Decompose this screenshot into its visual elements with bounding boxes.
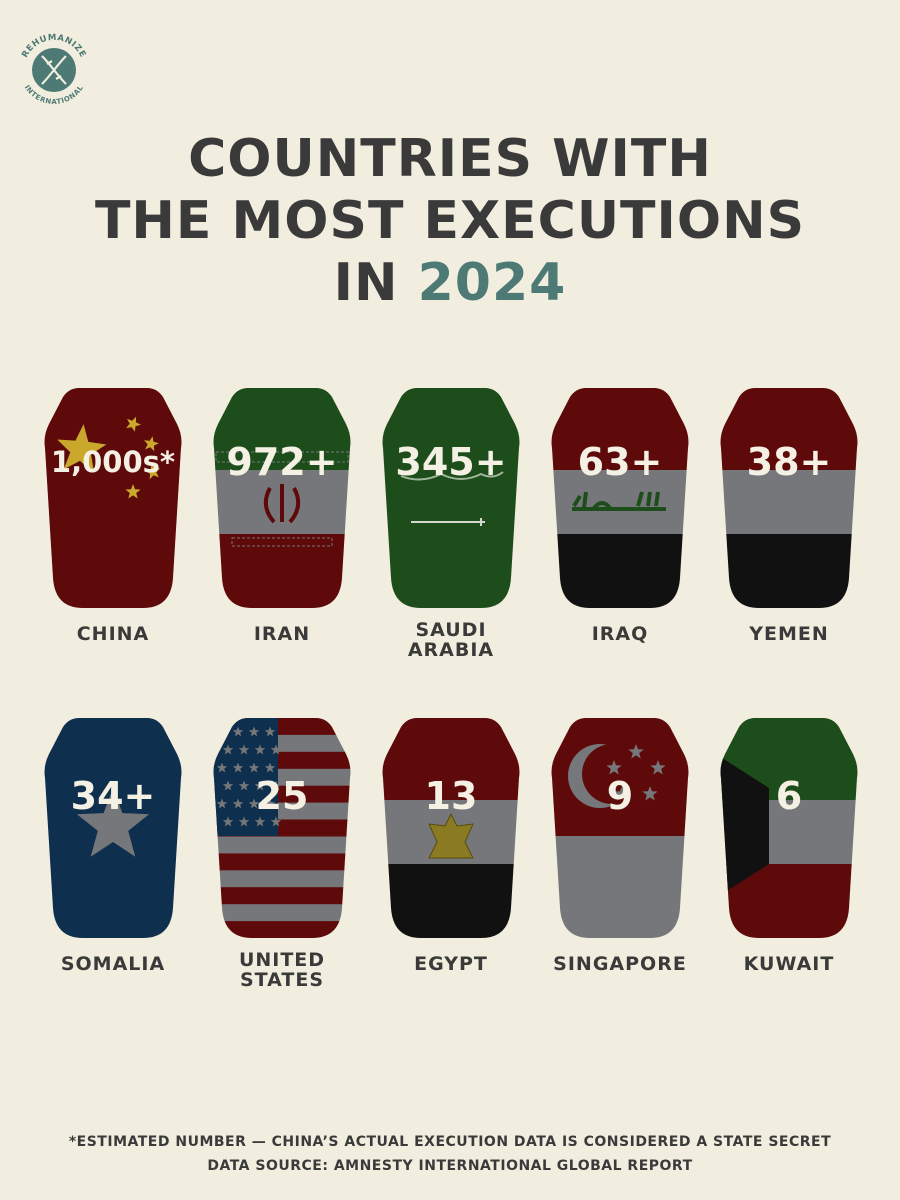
country-card: 972+	[212, 388, 352, 608]
country-label-line: EGYPT	[414, 953, 488, 975]
execution-count: 13	[424, 774, 478, 818]
country-label: UNITED STATES	[192, 950, 372, 990]
execution-count: 972+	[226, 440, 338, 484]
country-card: 13	[381, 718, 521, 938]
country-card: 63+	[550, 388, 690, 608]
execution-count: 34+	[70, 774, 156, 818]
singapore-flag-icon	[551, 718, 689, 938]
country-label-line: YEMEN	[749, 623, 829, 645]
footnote-source: DATA SOURCE: AMNESTY INTERNATIONAL GLOBA…	[207, 1158, 693, 1174]
china-flag-icon	[44, 388, 182, 608]
country-label-line: UNITED	[238, 949, 326, 971]
country-card: 38+	[719, 388, 859, 608]
country-card: 9	[550, 718, 690, 938]
execution-count: 6	[775, 774, 803, 818]
execution-count: 345+	[395, 440, 507, 484]
country-label-line: SINGAPORE	[553, 953, 687, 975]
execution-count: 25	[255, 774, 309, 818]
country-label-line: IRAQ	[591, 623, 649, 645]
dna-helix-icon	[41, 55, 67, 85]
united-states-flag-icon	[213, 718, 351, 938]
country-label: CHINA	[23, 624, 203, 644]
iran-flag-icon	[213, 388, 351, 608]
country-label-line: SOMALIA	[60, 953, 166, 975]
somalia-flag-icon	[44, 718, 182, 938]
execution-count: 63+	[577, 440, 663, 484]
country-label-line: KUWAIT	[743, 953, 835, 975]
country-label-line: ARABIA	[407, 639, 495, 661]
title-line-3-prefix: IN	[333, 253, 399, 313]
yemen-flag-icon	[720, 388, 858, 608]
country-card: 1,000s*	[43, 388, 183, 608]
country-label-line: CHINA	[76, 623, 150, 645]
country-label: SAUDI ARABIA	[361, 620, 541, 660]
country-label: IRAQ	[530, 624, 710, 644]
country-label-line: IRAN	[253, 623, 311, 645]
saudi-arabia-flag-icon	[382, 388, 520, 608]
country-label: KUWAIT	[699, 954, 879, 974]
footnote-estimate: *ESTIMATED NUMBER — CHINA’S ACTUAL EXECU…	[68, 1134, 832, 1150]
execution-count: 9	[606, 774, 634, 818]
country-label: IRAN	[192, 624, 372, 644]
iraq-flag-icon	[551, 388, 689, 608]
title-line-1: COUNTRIES WITH	[188, 129, 712, 189]
country-label: SINGAPORE	[530, 954, 710, 974]
country-card: 34+	[43, 718, 183, 938]
country-card: 6	[719, 718, 859, 938]
execution-count: 38+	[746, 440, 832, 484]
country-label: YEMEN	[699, 624, 879, 644]
country-label: SOMALIA	[23, 954, 203, 974]
title-line-2: THE MOST EXECUTIONS	[94, 191, 806, 251]
page-title: COUNTRIES WITH THE MOST EXECUTIONS IN 20…	[0, 128, 900, 314]
egypt-flag-icon	[382, 718, 520, 938]
country-card: 345+	[381, 388, 521, 608]
country-card: 25	[212, 718, 352, 938]
country-label-line: STATES	[239, 969, 325, 991]
kuwait-flag-icon	[720, 718, 858, 938]
title-year: 2024	[417, 253, 567, 313]
country-label-line: SAUDI	[415, 619, 487, 641]
execution-count: 1,000s*	[50, 445, 176, 479]
country-label: EGYPT	[361, 954, 541, 974]
rehumanize-logo: REHUMANIZE INTERNATIONAL	[20, 33, 87, 106]
title-line-3: IN 2024	[0, 252, 900, 314]
